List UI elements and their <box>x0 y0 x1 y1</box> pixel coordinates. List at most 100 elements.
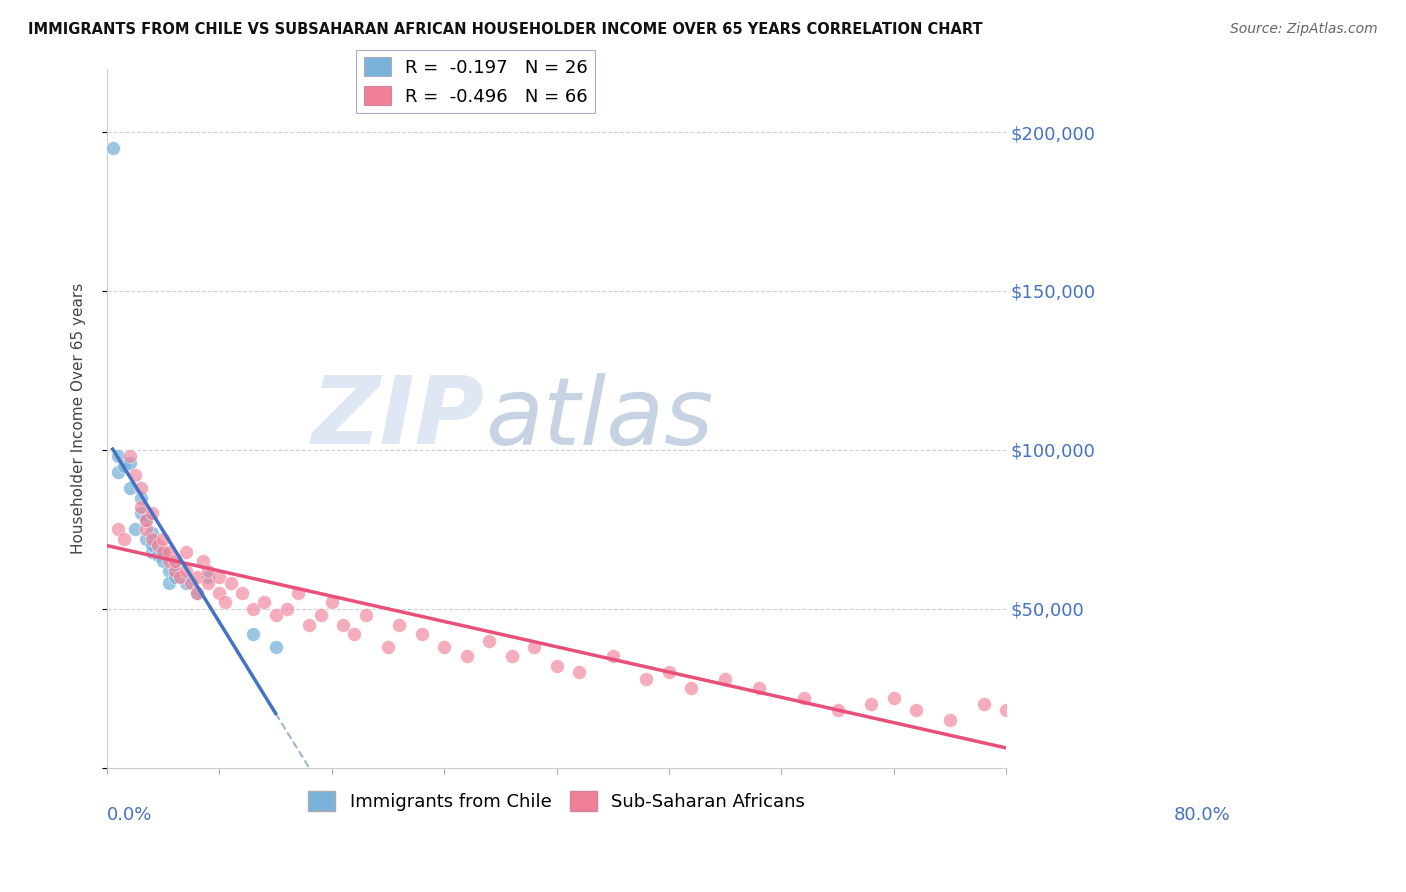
Point <box>793 690 815 705</box>
Point <box>354 608 377 623</box>
Point <box>197 576 219 591</box>
Point <box>276 602 298 616</box>
Point <box>124 522 146 536</box>
Point <box>141 532 163 546</box>
Point <box>118 456 141 470</box>
Point <box>129 500 152 514</box>
Point <box>681 681 703 696</box>
Point <box>568 665 591 680</box>
Point <box>157 554 180 568</box>
Point <box>995 704 1018 718</box>
Point <box>174 564 197 578</box>
Point <box>411 627 433 641</box>
Point <box>287 586 309 600</box>
Point <box>298 617 321 632</box>
Text: Source: ZipAtlas.com: Source: ZipAtlas.com <box>1230 22 1378 37</box>
Point <box>546 659 568 673</box>
Point <box>163 554 186 568</box>
Point <box>152 554 174 568</box>
Point <box>174 544 197 558</box>
Point <box>146 538 169 552</box>
Point <box>152 544 174 558</box>
Y-axis label: Householder Income Over 65 years: Householder Income Over 65 years <box>72 283 86 554</box>
Point <box>163 564 186 578</box>
Point <box>186 586 208 600</box>
Point <box>714 672 737 686</box>
Point <box>377 640 399 654</box>
Point <box>112 458 135 473</box>
Point <box>157 544 180 558</box>
Point <box>157 576 180 591</box>
Point <box>141 507 163 521</box>
Point <box>191 554 214 568</box>
Point <box>118 481 141 495</box>
Point <box>332 617 354 632</box>
Point <box>860 697 883 711</box>
Point <box>208 570 231 584</box>
Point <box>242 627 264 641</box>
Point <box>135 522 157 536</box>
Point <box>939 713 962 727</box>
Point <box>163 570 186 584</box>
Point <box>905 704 928 718</box>
Point <box>186 586 208 600</box>
Point <box>186 570 208 584</box>
Point <box>264 640 287 654</box>
Point <box>309 608 332 623</box>
Point <box>129 481 152 495</box>
Text: atlas: atlas <box>485 373 713 464</box>
Point <box>107 449 129 463</box>
Point <box>208 586 231 600</box>
Point <box>433 640 456 654</box>
Point <box>135 513 157 527</box>
Point <box>219 576 242 591</box>
Point <box>636 672 658 686</box>
Point <box>214 595 236 609</box>
Point <box>343 627 366 641</box>
Point <box>112 532 135 546</box>
Point <box>152 544 174 558</box>
Point <box>231 586 253 600</box>
Text: 0.0%: 0.0% <box>107 806 152 824</box>
Point <box>152 532 174 546</box>
Point <box>253 595 276 609</box>
Point <box>827 704 849 718</box>
Point <box>321 595 343 609</box>
Point <box>157 564 180 578</box>
Point <box>658 665 681 680</box>
Point <box>118 449 141 463</box>
Point <box>174 576 197 591</box>
Point <box>180 576 202 591</box>
Point <box>135 532 157 546</box>
Point <box>388 617 411 632</box>
Point <box>107 465 129 479</box>
Point <box>141 544 163 558</box>
Point <box>748 681 770 696</box>
Text: IMMIGRANTS FROM CHILE VS SUBSAHARAN AFRICAN HOUSEHOLDER INCOME OVER 65 YEARS COR: IMMIGRANTS FROM CHILE VS SUBSAHARAN AFRI… <box>28 22 983 37</box>
Legend: Immigrants from Chile, Sub-Saharan Africans: Immigrants from Chile, Sub-Saharan Afric… <box>301 784 813 818</box>
Point <box>163 558 186 572</box>
Text: ZIP: ZIP <box>312 372 485 464</box>
Point <box>141 525 163 540</box>
Point <box>478 633 501 648</box>
Point <box>124 468 146 483</box>
Point <box>242 602 264 616</box>
Point <box>141 538 163 552</box>
Point <box>264 608 287 623</box>
Point <box>135 513 157 527</box>
Point <box>883 690 905 705</box>
Point <box>501 649 523 664</box>
Point <box>169 570 191 584</box>
Point <box>197 570 219 584</box>
Point <box>456 649 478 664</box>
Point <box>101 141 124 155</box>
Point <box>107 522 129 536</box>
Point <box>146 548 169 562</box>
Text: 80.0%: 80.0% <box>1174 806 1230 824</box>
Point <box>523 640 546 654</box>
Point <box>973 697 995 711</box>
Point <box>129 491 152 505</box>
Point <box>197 564 219 578</box>
Point <box>602 649 624 664</box>
Point <box>129 507 152 521</box>
